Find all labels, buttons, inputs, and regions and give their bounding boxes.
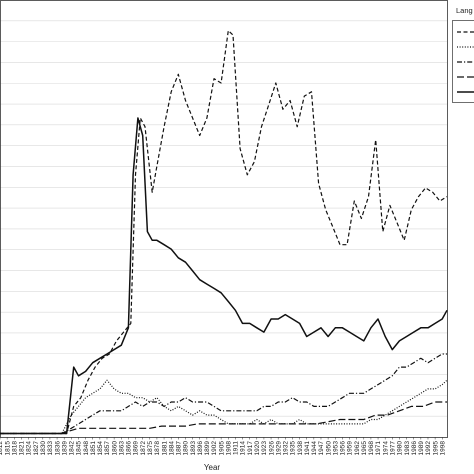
x-tick-label: 1896 xyxy=(197,441,204,456)
x-tick-label: 1833 xyxy=(47,441,54,456)
series-line-1 xyxy=(0,117,448,435)
x-tick-label: 1926 xyxy=(268,441,275,456)
x-tick-label: 1923 xyxy=(261,441,268,456)
x-tick-label: 1929 xyxy=(275,441,282,456)
x-tick-label: 1851 xyxy=(90,441,97,456)
x-tick-label: 1956 xyxy=(340,441,347,456)
x-tick-label: 1977 xyxy=(390,441,397,456)
x-tick-label: 1932 xyxy=(283,441,290,456)
x-tick-label: 1935 xyxy=(290,441,297,456)
x-tick-label: 1845 xyxy=(76,441,83,456)
series-layer xyxy=(0,30,448,435)
x-tick-label: 1860 xyxy=(111,441,118,456)
x-tick-label: 1938 xyxy=(297,441,304,456)
x-tick-label: 1998 xyxy=(439,441,446,456)
series-line-3 xyxy=(0,379,448,435)
legend-box xyxy=(452,20,474,103)
gridlines xyxy=(0,20,447,417)
x-tick-label: 1986 xyxy=(411,441,418,456)
x-tick-label: 1824 xyxy=(26,441,33,456)
x-tick-label: 1836 xyxy=(54,441,61,456)
x-tick-label: 1887 xyxy=(176,441,183,456)
x-axis-title: Year xyxy=(204,463,221,472)
x-tick-label: 1863 xyxy=(118,441,125,456)
x-tick-label: 1842 xyxy=(69,441,76,456)
x-tick-label: 1827 xyxy=(33,441,40,456)
x-tick-label: 1878 xyxy=(154,441,161,456)
x-tick-label: 1947 xyxy=(318,441,325,456)
x-tick-label: 1992 xyxy=(425,441,432,456)
x-tick-label: 1872 xyxy=(140,441,147,456)
x-tick-label: 1959 xyxy=(347,441,354,456)
x-tick-label: 1968 xyxy=(368,441,375,456)
x-tick-label: 1974 xyxy=(382,441,389,456)
x-tick-label: 1995 xyxy=(432,441,439,456)
series-line-5 xyxy=(0,401,447,435)
x-tick-label: 1989 xyxy=(418,441,425,456)
x-tick-label: 1944 xyxy=(311,441,318,456)
x-tick-label: 1908 xyxy=(225,441,232,456)
x-tick-label: 1830 xyxy=(40,441,47,456)
x-tick-label: 1884 xyxy=(168,441,175,456)
x-tick-label: 1950 xyxy=(325,441,332,456)
x-tick-label: 1914 xyxy=(240,441,247,456)
x-tick-label: 1869 xyxy=(133,441,140,456)
x-tick-label: 1917 xyxy=(247,441,254,456)
x-tick-label: 1821 xyxy=(19,441,26,456)
legend-keys xyxy=(457,31,474,93)
x-tick-label: 1971 xyxy=(375,441,382,456)
x-tick-label: 1881 xyxy=(161,441,168,456)
x-tick-label: 1902 xyxy=(211,441,218,456)
x-tick-label: 1893 xyxy=(190,441,197,456)
x-tick-label: 1866 xyxy=(126,441,133,456)
x-tick-label: 1818 xyxy=(11,441,18,456)
x-tick-label: 1911 xyxy=(233,441,240,455)
x-tick-label: 1983 xyxy=(404,441,411,456)
x-tick-label: 1854 xyxy=(97,441,104,456)
x-tick-label: 1815 xyxy=(4,441,11,456)
series-line-2 xyxy=(0,30,448,435)
x-tick-label: 1857 xyxy=(104,441,111,456)
x-tick-label: 1899 xyxy=(204,441,211,456)
x-tick-label: 1953 xyxy=(332,441,339,456)
x-tick-label: 1920 xyxy=(254,441,261,456)
x-tick-label: 1905 xyxy=(218,441,225,456)
x-tick-label: 1890 xyxy=(183,441,190,456)
legend-title: Lang xyxy=(456,6,473,15)
plot-area-frame xyxy=(0,0,448,438)
x-tick-label: 1965 xyxy=(361,441,368,456)
x-tick-label: 1848 xyxy=(83,441,90,456)
x-tick-label: 1980 xyxy=(397,441,404,456)
legend: Lang xyxy=(452,6,474,103)
x-tick-label: 1812 xyxy=(0,441,4,456)
x-tick-label: 1941 xyxy=(304,441,311,456)
x-tick-label: 1962 xyxy=(354,441,361,456)
x-axis-ticks: 1812 1815 1818 1821 1824 1827 1830 1833 1836 1839… xyxy=(0,437,446,455)
x-tick-label: 1875 xyxy=(147,441,154,456)
series-line-4 xyxy=(0,353,447,435)
x-tick-label: 1839 xyxy=(61,441,68,456)
